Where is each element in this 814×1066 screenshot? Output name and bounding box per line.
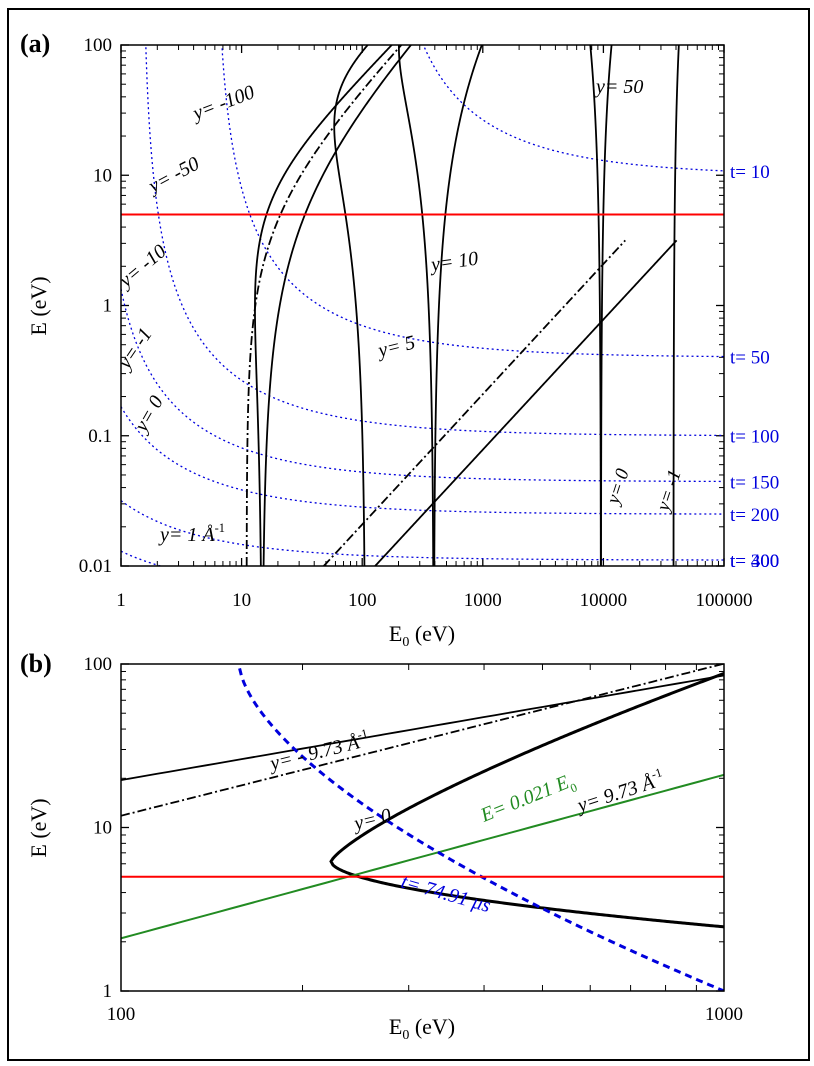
a-xtick-label: 1 bbox=[116, 590, 126, 611]
E=0.021E0-label: E= 0.021 E0 bbox=[477, 769, 580, 831]
t-curve bbox=[121, 288, 724, 483]
panel-b-ylabel: E (eV) bbox=[26, 798, 51, 857]
y=50-curve bbox=[589, 45, 602, 566]
t-label: t= 10 bbox=[730, 162, 770, 183]
t-curve bbox=[121, 500, 724, 561]
panel-a-ticks: 1 10 100 1000 10000 100000 0.01 0.1 1 10 100 bbox=[79, 35, 753, 611]
a-ytick-label: 0.01 bbox=[79, 556, 112, 577]
outer-frame bbox=[7, 8, 810, 1061]
y=0-label: y= 0 bbox=[350, 804, 394, 835]
panel-b-xlabel-sub: 0 bbox=[402, 1028, 409, 1043]
a-xtick-label: 100 bbox=[348, 590, 377, 611]
a-ytick-label: 1 bbox=[103, 296, 113, 317]
a-xtick-label: 10 bbox=[232, 590, 251, 611]
y=-100-label: y= -100 bbox=[188, 81, 258, 125]
y=0-lower-curve bbox=[323, 239, 626, 566]
y=10-label: y= 10 bbox=[428, 248, 480, 277]
panel-b-plot-frame bbox=[120, 663, 725, 992]
y=0-lower-label: y= 0 bbox=[602, 466, 634, 509]
t-curve bbox=[221, 45, 724, 358]
y=-10-curve bbox=[433, 45, 483, 566]
y=9.73-label: y= 9.73 Å-1 bbox=[572, 765, 667, 817]
panel-b-xlabel: E0 (eV) bbox=[389, 1014, 455, 1043]
t-label: t= 100 bbox=[730, 426, 779, 447]
a-ytick-label: 10 bbox=[93, 165, 112, 186]
y=0-curve bbox=[245, 45, 402, 566]
panel-b-ticks: 100 1000 1 10 100 bbox=[84, 654, 744, 1025]
E=0.021E0-curve bbox=[121, 773, 724, 940]
a-xtick-label: 10000 bbox=[580, 590, 628, 611]
t-label: t= 50 bbox=[730, 348, 770, 369]
panel-b: (b) E (eV) E0 (eV) 100 1000 1 10 100 y= - 9.… bbox=[20, 649, 743, 1043]
b-ytick-label: 10 bbox=[93, 818, 112, 839]
y=10-curve bbox=[398, 45, 435, 566]
panel-b-plot bbox=[121, 664, 724, 991]
t-label: t= 150 bbox=[730, 472, 779, 493]
panel-b-curve-labels: y= - 9.73 Å-1y= 0y= 9.73 Å-1E= 0.021 E0t… bbox=[265, 726, 667, 917]
y=-100-curve bbox=[672, 45, 680, 566]
y=5-label: y= 5 bbox=[374, 331, 418, 362]
panel-a-xlabel: E0 (eV) bbox=[389, 621, 455, 650]
y=-50-label: y= -50 bbox=[143, 153, 203, 199]
a-xtick-label: 1000 bbox=[464, 590, 502, 611]
y=1-curve bbox=[254, 45, 393, 566]
a-ytick-label: 100 bbox=[84, 35, 113, 56]
t-label: t= 300 bbox=[730, 551, 779, 572]
panel-a-label: (a) bbox=[20, 29, 50, 58]
panel-b-label: (b) bbox=[20, 649, 52, 678]
panel-b-xlabel-main: E bbox=[389, 1014, 402, 1039]
b-xtick-label: 1000 bbox=[705, 1004, 743, 1025]
y=0-curve bbox=[121, 664, 724, 817]
panel-a-xlabel-sub: 0 bbox=[402, 635, 409, 650]
b-ytick-label: 1 bbox=[103, 981, 113, 1002]
y=-1-curve bbox=[262, 45, 412, 566]
panel-b-xlabel-unit: (eV) bbox=[409, 1014, 455, 1039]
t-label: t= 400 bbox=[730, 551, 779, 572]
y=1-label: y= 1 Å-1 bbox=[158, 521, 225, 546]
y=-9.73-curve bbox=[121, 674, 724, 781]
y=50-label: y= 50 bbox=[594, 76, 643, 98]
panel-a-plot-frame bbox=[120, 44, 725, 567]
panel-a-ylabel: E (eV) bbox=[26, 276, 51, 335]
y=-1-lower-curve bbox=[374, 239, 678, 566]
panel-a-plot bbox=[121, 45, 724, 566]
t-curve bbox=[422, 45, 724, 172]
a-xtick-label: 100000 bbox=[696, 590, 753, 611]
t-label: t= 200 bbox=[730, 505, 779, 526]
panel-a-xlabel-unit: (eV) bbox=[409, 621, 455, 646]
y=-1-label: y= -1 bbox=[113, 324, 157, 374]
y=-9.73-label: y= - 9.73 Å-1 bbox=[265, 726, 372, 775]
y=5-curve bbox=[333, 45, 369, 566]
y=0-label: y= 0 bbox=[129, 392, 168, 437]
y=9.73-curve bbox=[329, 672, 724, 929]
a-ytick-label: 0.1 bbox=[88, 426, 112, 447]
panel-a: (a) E (eV) E0 (eV) 1 10 100 1000 10000 100000… bbox=[20, 29, 779, 650]
t-curve bbox=[145, 45, 724, 437]
b-xtick-label: 100 bbox=[107, 1004, 136, 1025]
y=-1-lower-label: y= -1 bbox=[652, 467, 686, 515]
panel-a-xlabel-main: E bbox=[389, 621, 402, 646]
b-ytick-label: 100 bbox=[84, 654, 113, 675]
